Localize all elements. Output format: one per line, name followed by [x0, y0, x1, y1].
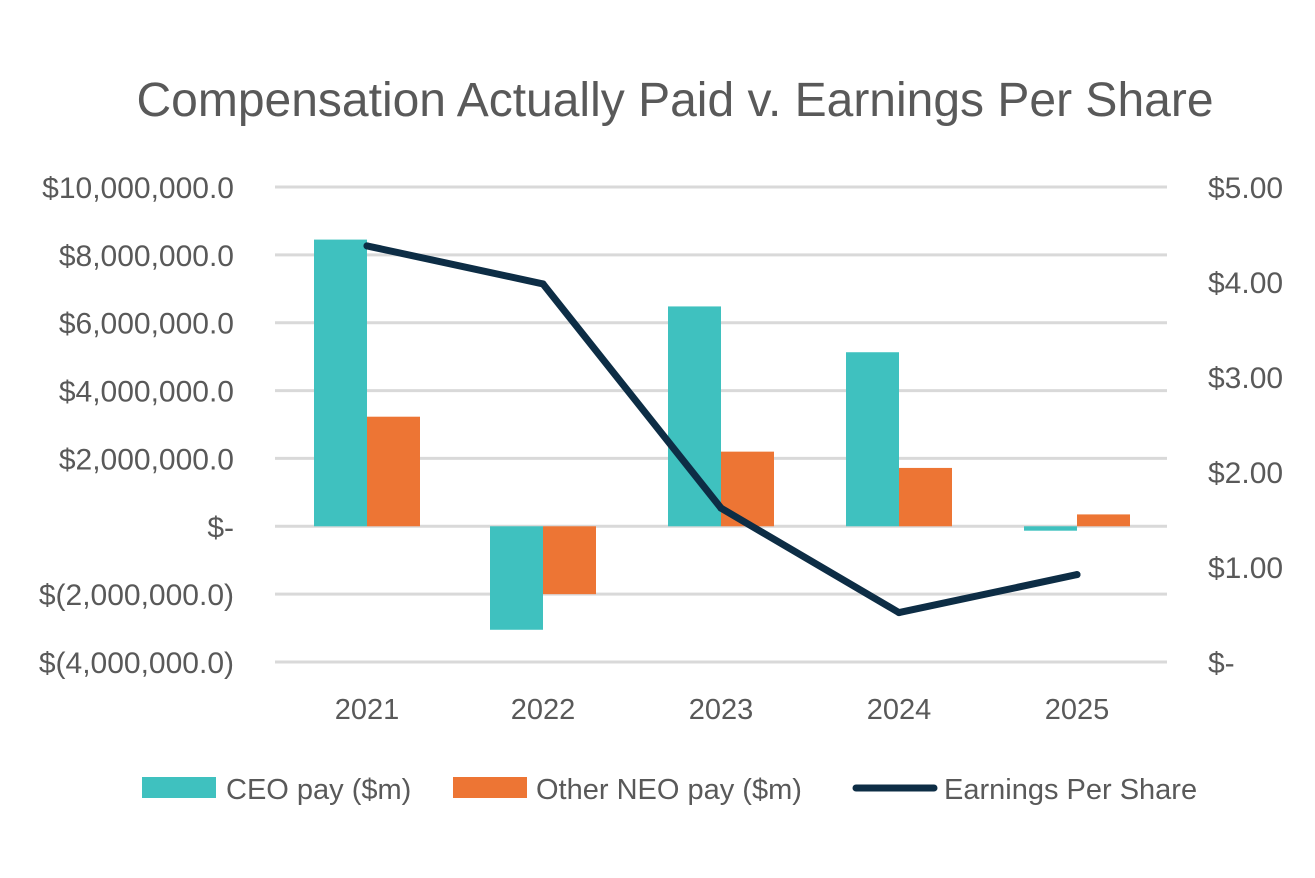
ceo-pay-bar-2025	[1024, 526, 1077, 531]
bars	[314, 239, 1130, 630]
right-y-tick-label: $2.00	[1208, 457, 1283, 490]
other-neo-pay-bar-2021	[367, 416, 420, 527]
x-tick-label: 2024	[867, 694, 932, 726]
other-neo-pay-bar-2022	[543, 526, 596, 595]
right-y-tick-label: $3.00	[1208, 362, 1283, 395]
ceo-pay-bar-2024	[846, 352, 899, 527]
eps-point-2025	[1073, 571, 1081, 579]
eps-point-2024	[895, 609, 903, 617]
eps-point-2022	[539, 280, 547, 288]
left-y-tick-label: $6,000,000.0	[59, 308, 234, 341]
ceo-pay-bar-2023	[668, 306, 721, 527]
legend-swatch-ceo-pay	[142, 777, 216, 798]
other-neo-pay-bar-2024	[899, 467, 952, 527]
right-y-tick-label: $4.00	[1208, 267, 1283, 300]
left-y-tick-label: $8,000,000.0	[59, 240, 234, 273]
legend-label: CEO pay ($m)	[226, 774, 411, 806]
eps-point-2023	[717, 504, 725, 512]
eps-line	[363, 242, 1081, 617]
right-y-axis: $5.00 $4.00 $3.00 $2.00 $1.00 $-	[1208, 172, 1283, 680]
right-y-tick-label: $1.00	[1208, 552, 1283, 585]
x-tick-label: 2023	[689, 694, 754, 726]
right-y-tick-label: $-	[1208, 647, 1235, 680]
left-y-tick-label: $2,000,000.0	[59, 443, 234, 476]
left-y-tick-label: $4,000,000.0	[59, 376, 234, 409]
ceo-pay-bar-2022	[490, 526, 543, 630]
left-y-axis: $10,000,000.0 $8,000,000.0 $6,000,000.0 $4,…	[39, 172, 234, 680]
chart-title: Compensation Actually Paid v. Earnings P…	[136, 74, 1213, 127]
left-y-tick-label: $(4,000,000.0)	[39, 647, 234, 680]
ceo-pay-bar-2021	[314, 239, 367, 527]
x-axis: 2021 2022 2023 2024 2025	[335, 694, 1110, 726]
legend-swatch-other-neo-pay	[453, 777, 527, 798]
eps-point-2021	[363, 242, 371, 250]
other-neo-pay-bar-2025	[1077, 514, 1130, 527]
legend-label: Other NEO pay ($m)	[536, 774, 802, 806]
legend: CEO pay ($m) Other NEO pay ($m) Earnings P…	[142, 774, 1197, 806]
left-y-tick-label: $10,000,000.0	[42, 172, 234, 205]
x-tick-label: 2022	[511, 694, 576, 726]
eps-line-group	[363, 242, 1081, 617]
right-y-tick-label: $5.00	[1208, 172, 1283, 205]
left-y-tick-label: $-	[207, 511, 234, 544]
x-tick-label: 2021	[335, 694, 400, 726]
left-y-tick-label: $(2,000,000.0)	[39, 579, 234, 612]
legend-label: Earnings Per Share	[944, 774, 1197, 806]
x-tick-label: 2025	[1045, 694, 1110, 726]
